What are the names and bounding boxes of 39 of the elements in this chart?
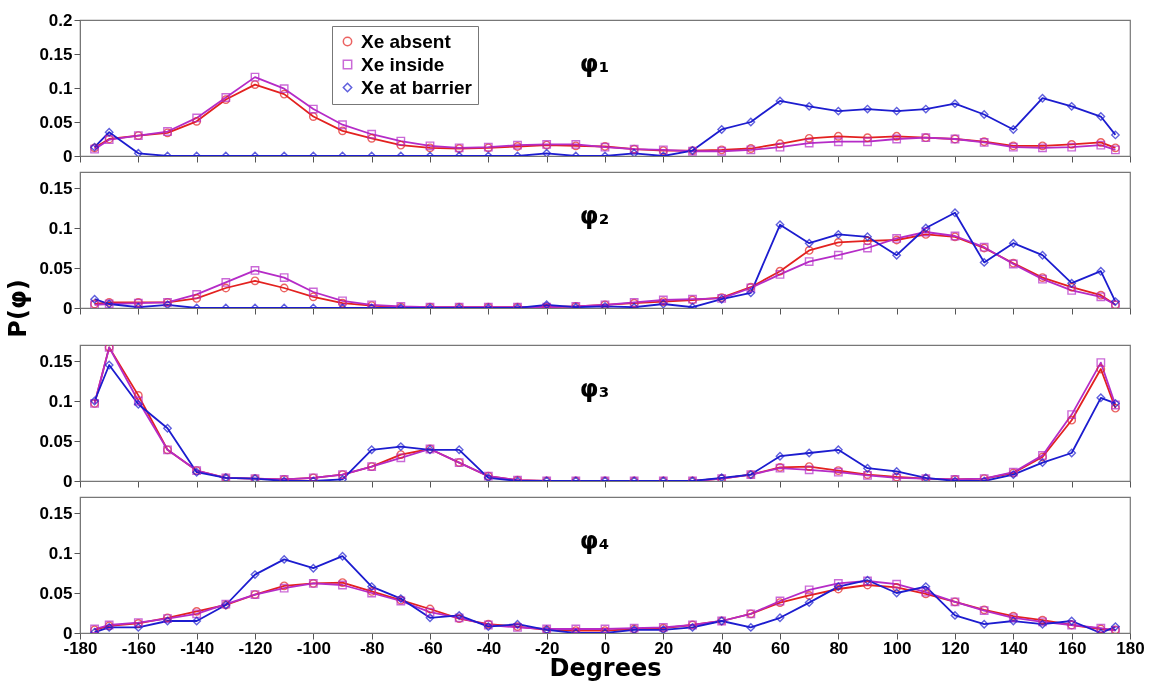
y-tick-label: 0.1 <box>48 218 73 238</box>
y-tick-label: 0.15 <box>39 503 73 523</box>
y-tick-label: 0 <box>63 471 73 491</box>
x-tick-label: 60 <box>771 638 790 658</box>
x-tick-label: 160 <box>1057 638 1087 658</box>
annotation: φ₃ <box>579 374 610 403</box>
annotation: φ₁ <box>579 49 610 78</box>
y-tick-label: 0.05 <box>39 431 73 451</box>
y-tick-label: 0.2 <box>48 10 73 30</box>
x-tick-label: -60 <box>418 638 443 658</box>
x-tick-label: -160 <box>121 638 156 658</box>
annotation: φ₄ <box>579 526 610 555</box>
y-tick-label: 0.1 <box>48 391 73 411</box>
x-tick-label: 100 <box>882 638 912 658</box>
legend-label: Xe absent <box>361 30 452 52</box>
y-axis-title: P(φ) <box>4 279 33 338</box>
y-tick-label: 0.15 <box>39 44 73 64</box>
y-tick-label: 0.15 <box>39 178 73 198</box>
x-tick-label: 140 <box>999 638 1029 658</box>
annotation: φ₂ <box>579 201 610 230</box>
x-tick-label: -120 <box>238 638 273 658</box>
x-tick-label: 180 <box>1116 638 1145 658</box>
x-tick-label: 120 <box>941 638 970 658</box>
y-tick-label: 0 <box>63 146 73 166</box>
x-tick-label: -140 <box>180 638 215 658</box>
x-tick-label: -40 <box>476 638 502 658</box>
y-tick-label: 0.05 <box>39 112 73 132</box>
x-tick-label: -80 <box>359 638 385 658</box>
legend-label: Xe inside <box>361 53 445 75</box>
x-tick-label: 80 <box>829 638 849 658</box>
y-tick-label: 0.1 <box>48 543 73 563</box>
y-tick-label: 0.05 <box>39 583 73 603</box>
y-tick-label: 0.1 <box>48 78 73 98</box>
y-tick-label: 0.15 <box>39 351 73 371</box>
y-tick-label: 0 <box>63 298 73 318</box>
legend-label: Xe at barrier <box>361 76 473 98</box>
y-tick-label: 0.05 <box>39 258 73 278</box>
x-tick-label: -100 <box>296 638 331 658</box>
x-tick-label: 40 <box>712 638 732 658</box>
